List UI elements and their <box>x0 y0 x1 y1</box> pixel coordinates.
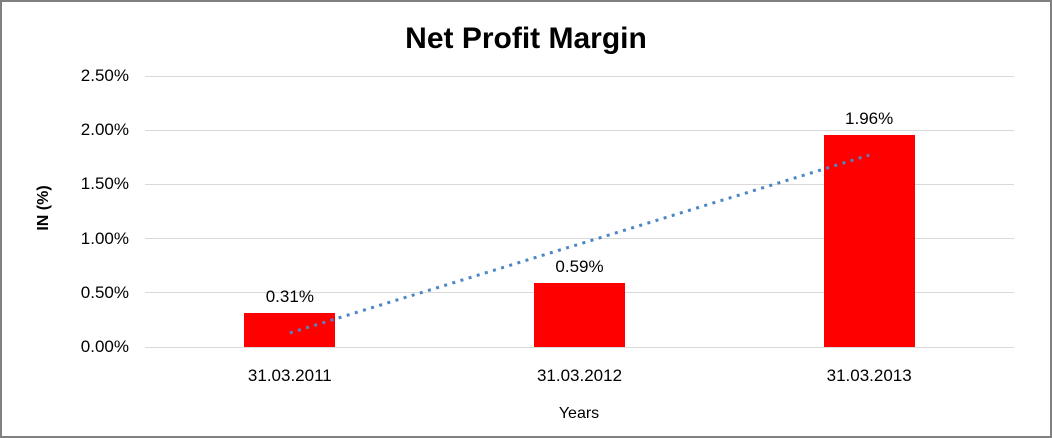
y-tick-label: 1.50% <box>80 174 129 194</box>
y-tick-label: 0.50% <box>80 282 129 302</box>
bar <box>823 134 915 347</box>
chart-title: Net Profit Margin <box>405 22 647 55</box>
bar-value-label: 0.59% <box>555 257 604 277</box>
bar-value-label: 1.96% <box>845 108 894 128</box>
bar <box>534 283 625 347</box>
bar <box>244 313 336 347</box>
y-tick-label: 1.00% <box>80 228 129 248</box>
gridline <box>145 129 1014 131</box>
y-tick-label: 2.00% <box>80 120 129 140</box>
x-tick-label: 31.03.2013 <box>826 366 912 385</box>
gridline <box>145 75 1014 77</box>
x-tick-label: 31.03.2012 <box>536 366 623 385</box>
bar-value-label: 0.31% <box>265 287 314 307</box>
y-tick-label: 2.50% <box>80 66 129 85</box>
x-tick-label: 31.03.2011 <box>247 366 332 385</box>
gridline <box>145 346 1014 348</box>
x-axis-title: Years <box>558 405 600 422</box>
y-tick-label: 0.00% <box>80 337 129 356</box>
